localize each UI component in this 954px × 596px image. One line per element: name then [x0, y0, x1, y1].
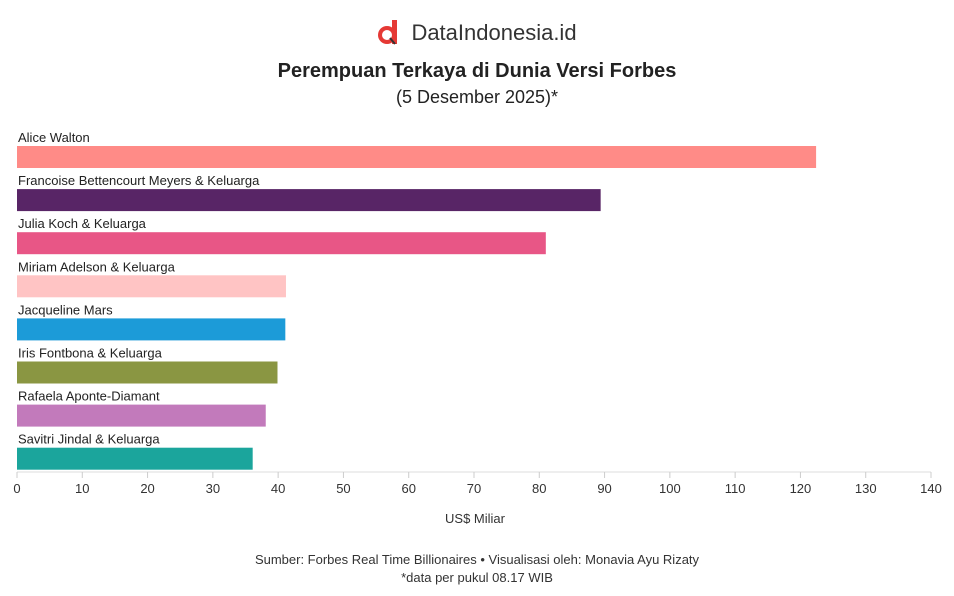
bar — [17, 146, 817, 168]
x-tick-label: 100 — [659, 481, 681, 496]
x-tick-label: 0 — [13, 481, 20, 496]
logo-text: DataIndonesia.id — [411, 20, 577, 45]
chart-subtitle: (5 Desember 2025)* — [395, 87, 559, 107]
bar-label: Rafaela Aponte-Diamant — [18, 389, 160, 404]
bar-label: Jacqueline Mars — [18, 302, 113, 317]
x-tick-label: 30 — [206, 481, 220, 496]
x-tick-label: 40 — [271, 481, 285, 496]
bar — [17, 361, 278, 384]
x-tick-label: 140 — [920, 481, 942, 496]
x-tick-label: 60 — [401, 481, 415, 496]
bar — [17, 232, 546, 255]
bar-label: Iris Fontbona & Keluarga — [18, 346, 163, 361]
x-tick-label: 10 — [75, 481, 89, 496]
bar-label: Alice Walton — [18, 130, 90, 145]
bar — [17, 404, 266, 427]
x-tick-label: 20 — [140, 481, 154, 496]
x-tick-label: 130 — [855, 481, 877, 496]
x-tick-label: 90 — [597, 481, 611, 496]
x-axis-label: US$ Miliar — [445, 511, 506, 526]
bar-label: Savitri Jindal & Keluarga — [18, 432, 160, 447]
bar-label: Francoise Bettencourt Meyers & Keluarga — [18, 173, 260, 188]
x-tick-label: 120 — [790, 481, 812, 496]
x-tick-label: 80 — [532, 481, 546, 496]
bar — [17, 275, 286, 298]
logo: DataIndonesia.id — [0, 20, 954, 46]
source-text: Sumber: Forbes Real Time Billionaires • … — [254, 552, 700, 567]
bar — [17, 318, 286, 341]
bar — [17, 447, 253, 470]
bar-label: Miriam Adelson & Keluarga — [18, 259, 176, 274]
bar — [17, 189, 601, 212]
x-tick-label: 70 — [467, 481, 481, 496]
logo-icon — [378, 20, 398, 45]
bar-label: Julia Koch & Keluarga — [18, 216, 147, 231]
footnote: *data per pukul 08.17 WIB — [401, 570, 553, 585]
x-tick-label: 50 — [336, 481, 350, 496]
chart-title: Perempuan Terkaya di Dunia Versi Forbes — [277, 60, 677, 82]
x-tick-label: 110 — [725, 481, 746, 496]
